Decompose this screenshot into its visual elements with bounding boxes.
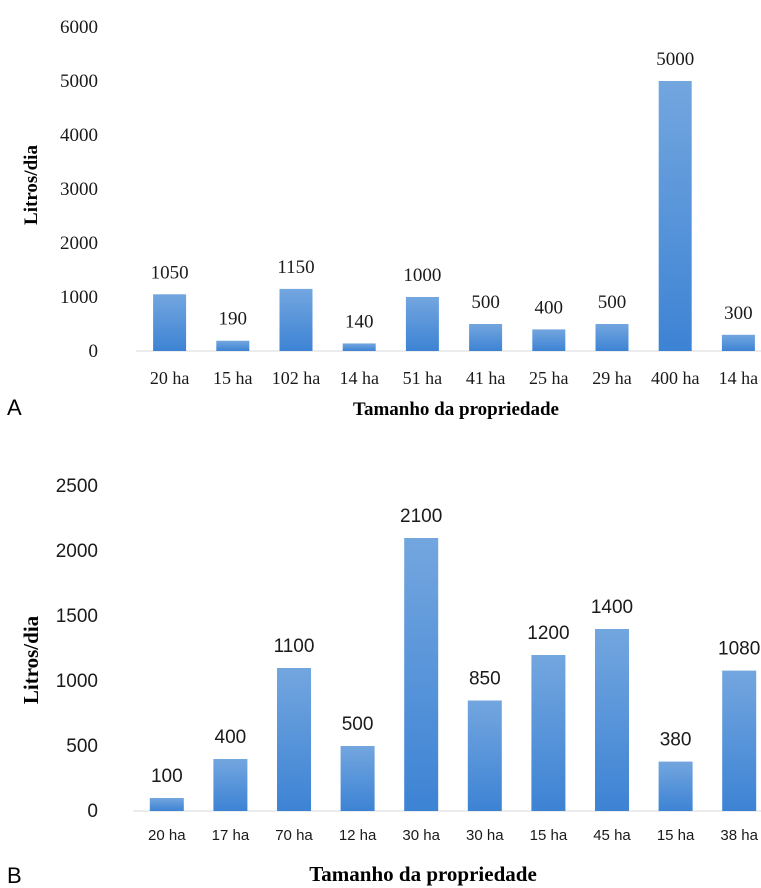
bar [153, 294, 187, 351]
bar [722, 670, 757, 811]
y-tick-label: 1000 [56, 671, 98, 692]
x-axis-ticks: 20 ha 15 ha 102 ha 14 ha 51 ha 41 ha 25 ha 29 h… [150, 368, 758, 388]
bar [340, 746, 375, 811]
y-tick-label: 1500 [56, 606, 98, 627]
y-tick-label: 1000 [60, 287, 98, 308]
y-tick-label: 3000 [60, 179, 98, 200]
bar [658, 761, 693, 811]
y-tick-label: 0 [87, 801, 98, 822]
data-label: 1050 [151, 262, 189, 283]
x-tick-label: 15 ha [530, 827, 568, 844]
y-tick-label: 2000 [56, 541, 98, 562]
y-axis-ticks: 0 1000 2000 3000 4000 5000 6000 [60, 17, 98, 362]
x-tick-label: 45 ha [593, 827, 631, 844]
data-label: 140 [345, 311, 374, 332]
x-tick-label: 12 ha [339, 827, 377, 844]
x-tick-label: 17 ha [212, 827, 250, 844]
chart-a: 0 1000 2000 3000 4000 5000 6000 1050 190 1150 140… [7, 17, 761, 420]
x-tick-label: 30 ha [466, 827, 504, 844]
y-axis-label: Litros/dia [19, 615, 43, 704]
x-axis-label: Tamanho da propriedade [353, 399, 559, 420]
y-tick-label: 2000 [60, 233, 98, 254]
y-tick-label: 6000 [60, 17, 98, 38]
data-label: 1200 [527, 623, 569, 644]
data-labels: 1050 190 1150 140 1000 500 400 500 5000 300 [151, 49, 753, 332]
bar [213, 759, 248, 811]
x-tick-label: 15 ha [213, 368, 253, 388]
x-tick-label: 14 ha [339, 368, 379, 388]
data-label: 2100 [400, 506, 442, 527]
data-label: 1150 [277, 257, 314, 278]
data-label: 500 [471, 292, 500, 313]
bars [153, 81, 755, 351]
x-tick-label: 29 ha [592, 368, 632, 388]
x-tick-label: 400 ha [651, 368, 700, 388]
x-tick-label: 15 ha [657, 827, 695, 844]
y-axis-label: Litros/dia [21, 145, 42, 225]
bar [149, 798, 184, 811]
x-tick-label: 25 ha [529, 368, 569, 388]
bar [467, 700, 502, 811]
bar [405, 297, 439, 351]
data-label: 1400 [591, 597, 633, 618]
y-tick-label: 4000 [60, 125, 98, 146]
bar [658, 81, 692, 351]
y-tick-label: 5000 [60, 71, 98, 92]
bars [149, 538, 757, 811]
y-tick-label: 0 [89, 341, 99, 362]
data-label: 850 [469, 669, 501, 690]
chart-b: 0 500 1000 1500 2000 2500 100 400 1100 500 2100 85… [7, 476, 761, 888]
x-tick-label: 30 ha [402, 827, 440, 844]
x-tick-label: 14 ha [719, 368, 759, 388]
data-label: 1080 [718, 639, 760, 660]
x-tick-label: 41 ha [466, 368, 506, 388]
data-label: 1000 [403, 265, 441, 286]
y-axis-ticks: 0 500 1000 1500 2000 2500 [56, 476, 98, 822]
bar [342, 343, 376, 351]
bar [531, 655, 566, 811]
bar [277, 668, 311, 811]
x-tick-label: 20 ha [148, 827, 186, 844]
bar [279, 288, 313, 351]
bar [532, 329, 566, 351]
bar [721, 334, 755, 351]
data-label: 1100 [274, 636, 315, 657]
bar [404, 538, 439, 811]
x-tick-label: 51 ha [403, 368, 443, 388]
bar [595, 324, 629, 351]
x-tick-label: 102 ha [272, 368, 321, 388]
bar [595, 629, 629, 811]
x-tick-label: 38 ha [720, 827, 758, 844]
data-label: 400 [215, 727, 247, 748]
data-label: 380 [660, 730, 692, 751]
data-label: 190 [219, 309, 248, 330]
data-label: 5000 [656, 49, 694, 70]
data-label: 100 [151, 766, 183, 787]
panel-letter-a: A [7, 395, 22, 420]
panel-letter-b: B [7, 863, 22, 888]
x-tick-label: 70 ha [275, 827, 313, 844]
data-label: 500 [598, 292, 627, 313]
x-tick-label: 20 ha [150, 368, 190, 388]
bar [469, 324, 503, 351]
data-label: 500 [342, 714, 374, 735]
y-tick-label: 2500 [56, 476, 98, 497]
data-labels: 100 400 1100 500 2100 850 1200 1400 380 1080 [151, 506, 760, 787]
data-label: 300 [724, 303, 753, 324]
x-axis-label: Tamanho da propriedade [309, 862, 537, 886]
y-tick-label: 500 [66, 736, 98, 757]
x-axis-ticks: 20 ha 17 ha 70 ha 12 ha 30 ha 30 ha 15 ha 45 ha… [148, 827, 759, 844]
bar [216, 340, 250, 351]
data-label: 400 [535, 297, 564, 318]
